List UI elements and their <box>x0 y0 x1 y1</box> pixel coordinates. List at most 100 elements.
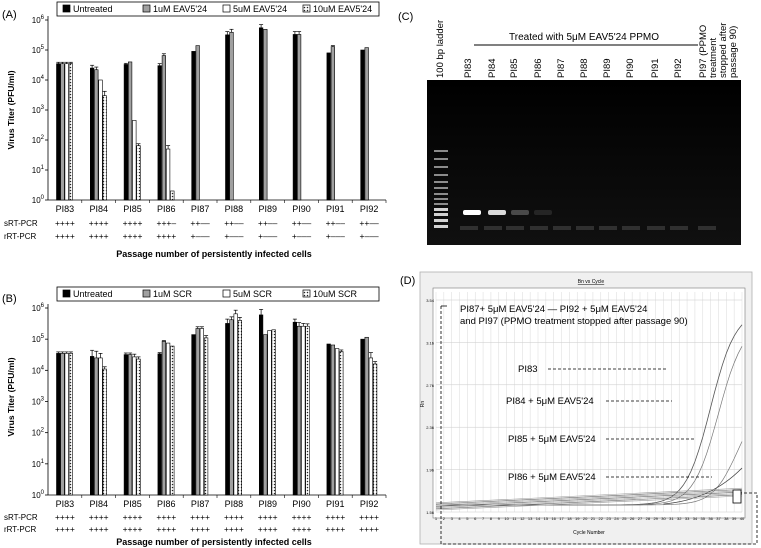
rrt-pcr-result: ++++ <box>156 524 176 534</box>
bar-1um-eav5-24-pi85 <box>128 61 133 201</box>
qpcr-annotation-pi86: PI86 + 5μM EAV5'24 <box>508 472 596 483</box>
y-tick-label: 105 <box>32 334 45 344</box>
y-tick-label: 100 <box>32 490 45 500</box>
y-tick-label: 101 <box>32 165 45 175</box>
bar-5um-eav5-24-pi84 <box>98 79 103 201</box>
gel-lane-label: PI89 <box>602 58 613 78</box>
srt-pcr-result: ++–– <box>190 218 210 228</box>
qpcr-xtick-label: 1 <box>435 516 438 521</box>
bar-5um-scr-pi91 <box>334 348 340 496</box>
bar-untreated-pi88 <box>225 323 230 496</box>
bar-1um-scr-pi89 <box>263 334 268 496</box>
primer-haze <box>506 226 524 230</box>
qpcr-baseline-curve <box>435 495 743 511</box>
rrt-pcr-result: ++++ <box>55 231 75 241</box>
bar-5um-eav5-24-pi85 <box>132 120 137 201</box>
legend-label-2: 5uM EAV5'24 <box>233 4 287 14</box>
bar-1um-scr-pi90 <box>296 325 302 496</box>
y-tick-label: 103 <box>32 105 45 115</box>
panel-a-pcr-rows: ++++ ++++ ++++ ++++ ++++ ++++ +++– ++++ ++–– +–––… <box>55 218 379 241</box>
legend-swatch-3 <box>302 4 311 13</box>
bar-untreated-pi87 <box>191 334 196 496</box>
qpcr-xtick-label: 32 <box>677 516 682 521</box>
srt-pcr-result: ++++ <box>258 512 278 522</box>
qpcr-baseline-curve <box>435 487 743 504</box>
qpcr-plot-title: Bn vs Cycle <box>578 279 605 285</box>
rrt-pcr-result: +––– <box>191 231 210 241</box>
qpcr-ylabel: Rn <box>420 401 426 408</box>
panel-a-plot: 100 101 102 103 104 105 106 PI83 PI84 PI85 PI86 PI8… <box>32 15 387 214</box>
bar-1um-scr-pi86 <box>161 341 167 496</box>
bar-untreated-pi83 <box>56 353 61 496</box>
qpcr-baseline-curve <box>435 494 743 510</box>
bar-untreated-pi85 <box>123 354 128 496</box>
panel-c: (C) Treated with 5μM EAV5'24 PPMO 100 bp… <box>398 11 741 245</box>
rrt-pcr-result: ++++ <box>359 524 379 534</box>
qpcr-ytick-label: 3.16 <box>426 340 435 345</box>
qpcr-xtick-label: 38 <box>724 516 729 521</box>
srt-pcr-result: ++–– <box>224 218 244 228</box>
gel-lane-label: PI91 <box>650 58 661 78</box>
bar-10um-eav5-24-pi84 <box>102 95 107 201</box>
qpcr-ytick-label: 1.56 <box>426 510 435 515</box>
bar-untreated-pi83 <box>56 63 61 201</box>
qpcr-xtick-label: 39 <box>732 516 737 521</box>
x-tick-label: PI85 <box>123 499 142 509</box>
bar-untreated-pi92 <box>360 338 365 496</box>
ladder-band <box>434 203 448 205</box>
qpcr-xtick-label: 6 <box>474 516 477 521</box>
qpcr-xtick-label: 40 <box>740 516 745 521</box>
ladder-band <box>434 193 448 195</box>
qpcr-ytick-label: 2.36 <box>426 425 435 430</box>
bar-untreated-pi86 <box>157 65 162 201</box>
qpcr-ytick-label: 2.76 <box>426 383 435 388</box>
bar-untreated-pi86 <box>157 353 162 496</box>
rrt-pcr-result: +––– <box>360 231 379 241</box>
gel-lane-label: PI92 <box>673 58 684 78</box>
panel-b: (B) Untreated 1uM SCR 5uM SCR 10uM SCR Viru… <box>2 286 387 547</box>
rrt-pcr-result: ++++ <box>123 231 143 241</box>
panel-a-letter: (A) <box>2 9 17 21</box>
qpcr-xtick-label: 20 <box>583 516 588 521</box>
srt-pcr-result: ++++ <box>55 218 75 228</box>
qpcr-grid: 3.543.162.762.361.961.561 2 3 4 5 6 7 8 9 10 11 12 1… <box>426 292 745 521</box>
qpcr-xtick-label: 33 <box>685 516 690 521</box>
srt-pcr-result: +++– <box>156 218 176 228</box>
bar-5um-scr-pi88 <box>233 313 238 496</box>
qpcr-xtick-label: 14 <box>536 516 541 521</box>
gel-bands <box>434 150 716 230</box>
y-tick-label: 101 <box>32 459 45 469</box>
sample-band <box>463 210 481 215</box>
qpcr-xtick-label: 12 <box>520 516 525 521</box>
legend-swatch-1 <box>142 289 151 298</box>
x-tick-label: PI85 <box>123 204 142 214</box>
bar-untreated-pi90 <box>292 321 298 496</box>
qpcr-xtick-label: 21 <box>591 516 596 521</box>
panel-b-rrt-label: rRT-PCR <box>4 525 37 534</box>
bar-1um-eav5-24-pi89 <box>263 28 268 201</box>
bar-1um-eav5-24-pi90 <box>296 34 302 201</box>
qpcr-annotation-pi85: PI85 + 5μM EAV5'24 <box>508 434 596 445</box>
bar-1um-scr-pi84 <box>94 357 99 496</box>
rrt-pcr-result: +––– <box>292 231 311 241</box>
sample-band <box>511 210 529 215</box>
gel-lane-label-last: PI97 (PPMOtreatmentstopped afterpassage … <box>698 23 739 78</box>
gel-lane-label: PI87 <box>556 58 567 78</box>
gel-lane-label: PI88 <box>579 58 590 78</box>
bar-1um-scr-pi91 <box>330 344 336 496</box>
panel-b-pcr-rows: ++++ ++++ ++++ ++++ ++++ ++++ ++++ ++++ ++++ ++++… <box>55 512 379 534</box>
panel-b-plot: 100 101 102 103 104 105 106 PI83 PI84 PI85 PI86 PI8… <box>32 303 387 509</box>
panel-d-letter: (D) <box>400 275 415 287</box>
panel-a-rrt-label: rRT-PCR <box>4 232 37 241</box>
panel-a-legend: Untreated 1uM EAV5'24 5uM EAV5'24 10uM EAV5… <box>62 4 372 14</box>
qpcr-xtick-label: 13 <box>528 516 533 521</box>
ladder-band <box>434 208 448 211</box>
gel-lane-label: PI85 <box>509 58 520 78</box>
srt-pcr-result: ++++ <box>89 218 109 228</box>
bar-1um-scr-pi85 <box>128 354 133 496</box>
gel-lane-label: PI84 <box>487 58 498 78</box>
qpcr-baseline-curve <box>435 490 743 506</box>
bar-untreated-pi89 <box>258 27 264 201</box>
legend-label-3: 10uM EAV5'24 <box>313 4 372 14</box>
